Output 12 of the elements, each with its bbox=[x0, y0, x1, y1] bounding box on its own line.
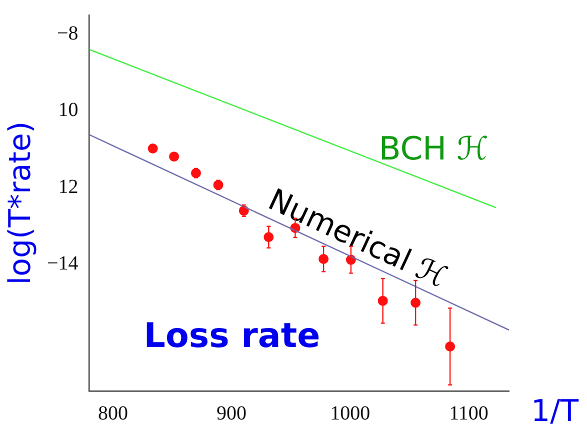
series-label: Loss rate bbox=[144, 316, 320, 356]
y-tick-label: 10 bbox=[58, 99, 78, 122]
series-label: BCH ℋ bbox=[378, 130, 488, 168]
y-tick-label: 12 bbox=[58, 176, 78, 198]
y-tick-label: −14 bbox=[47, 252, 78, 275]
x-tick-label: 900 bbox=[216, 402, 247, 424]
x-tick-label: 1000 bbox=[330, 402, 370, 424]
y-tick-label: −8 bbox=[57, 22, 78, 44]
y-axis-title: log(T*rate) bbox=[2, 121, 38, 285]
x-tick-label: 800 bbox=[98, 402, 128, 424]
x-tick-label: 1100 bbox=[449, 402, 488, 424]
x-axis-title: 1/T bbox=[531, 394, 580, 429]
